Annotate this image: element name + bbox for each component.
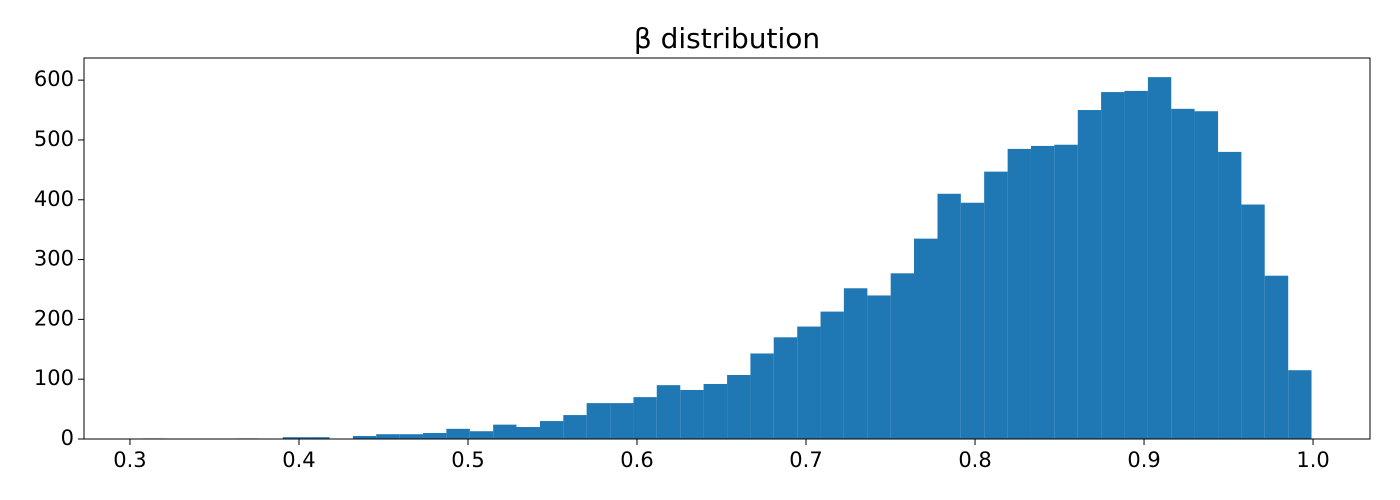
y-tick-label: 200	[34, 306, 74, 330]
x-tick-label: 1.0	[1296, 448, 1329, 472]
bar	[820, 311, 844, 439]
bar	[399, 434, 424, 439]
bar	[1171, 108, 1195, 439]
bar	[937, 193, 961, 439]
bar	[1218, 151, 1242, 439]
chart-title: β distribution	[634, 22, 820, 55]
bar	[1241, 204, 1265, 439]
bar	[1147, 77, 1172, 440]
bar	[376, 434, 400, 439]
bar	[1288, 370, 1312, 439]
bar	[1030, 145, 1055, 439]
x-tick-label: 0.4	[282, 448, 315, 472]
x-tick-label: 0.8	[958, 448, 991, 472]
bar	[1101, 92, 1125, 439]
bar	[890, 273, 915, 439]
bar	[306, 437, 330, 439]
bar	[423, 433, 447, 439]
bar	[797, 326, 821, 439]
bar	[656, 385, 681, 439]
bar	[960, 202, 985, 439]
bar	[633, 397, 657, 439]
bar	[1054, 144, 1078, 439]
bar	[750, 353, 774, 439]
y-tick-label: 400	[34, 187, 74, 211]
x-tick-label: 0.9	[1127, 448, 1160, 472]
y-tick-label: 0	[61, 426, 74, 450]
x-tick-label: 0.7	[789, 448, 822, 472]
bar	[727, 375, 751, 439]
y-tick-label: 100	[34, 366, 74, 390]
bar	[352, 436, 377, 439]
bar	[1007, 148, 1031, 440]
bar	[586, 403, 611, 439]
y-tick-label: 500	[34, 127, 74, 151]
bar	[446, 428, 470, 439]
plot-frame	[83, 57, 1371, 440]
bar	[984, 171, 1008, 439]
bar	[773, 337, 798, 439]
bar	[680, 389, 704, 439]
bar	[1077, 110, 1102, 440]
bar	[914, 238, 938, 439]
bar	[1124, 90, 1148, 439]
bar	[703, 383, 728, 439]
bar	[469, 431, 494, 439]
y-tick-label: 600	[34, 67, 74, 91]
bar	[1264, 275, 1289, 439]
y-tick-label: 300	[34, 247, 74, 271]
bar	[610, 403, 634, 439]
bar	[282, 437, 307, 439]
bar	[563, 415, 587, 439]
bar	[1194, 111, 1219, 440]
x-tick-label: 0.5	[451, 448, 484, 472]
x-tick-label: 0.6	[620, 448, 653, 472]
bar	[516, 427, 540, 439]
x-tick-label: 0.3	[113, 448, 146, 472]
bar	[493, 424, 517, 439]
bar	[867, 295, 891, 439]
bar	[843, 288, 868, 439]
bar	[539, 421, 564, 439]
